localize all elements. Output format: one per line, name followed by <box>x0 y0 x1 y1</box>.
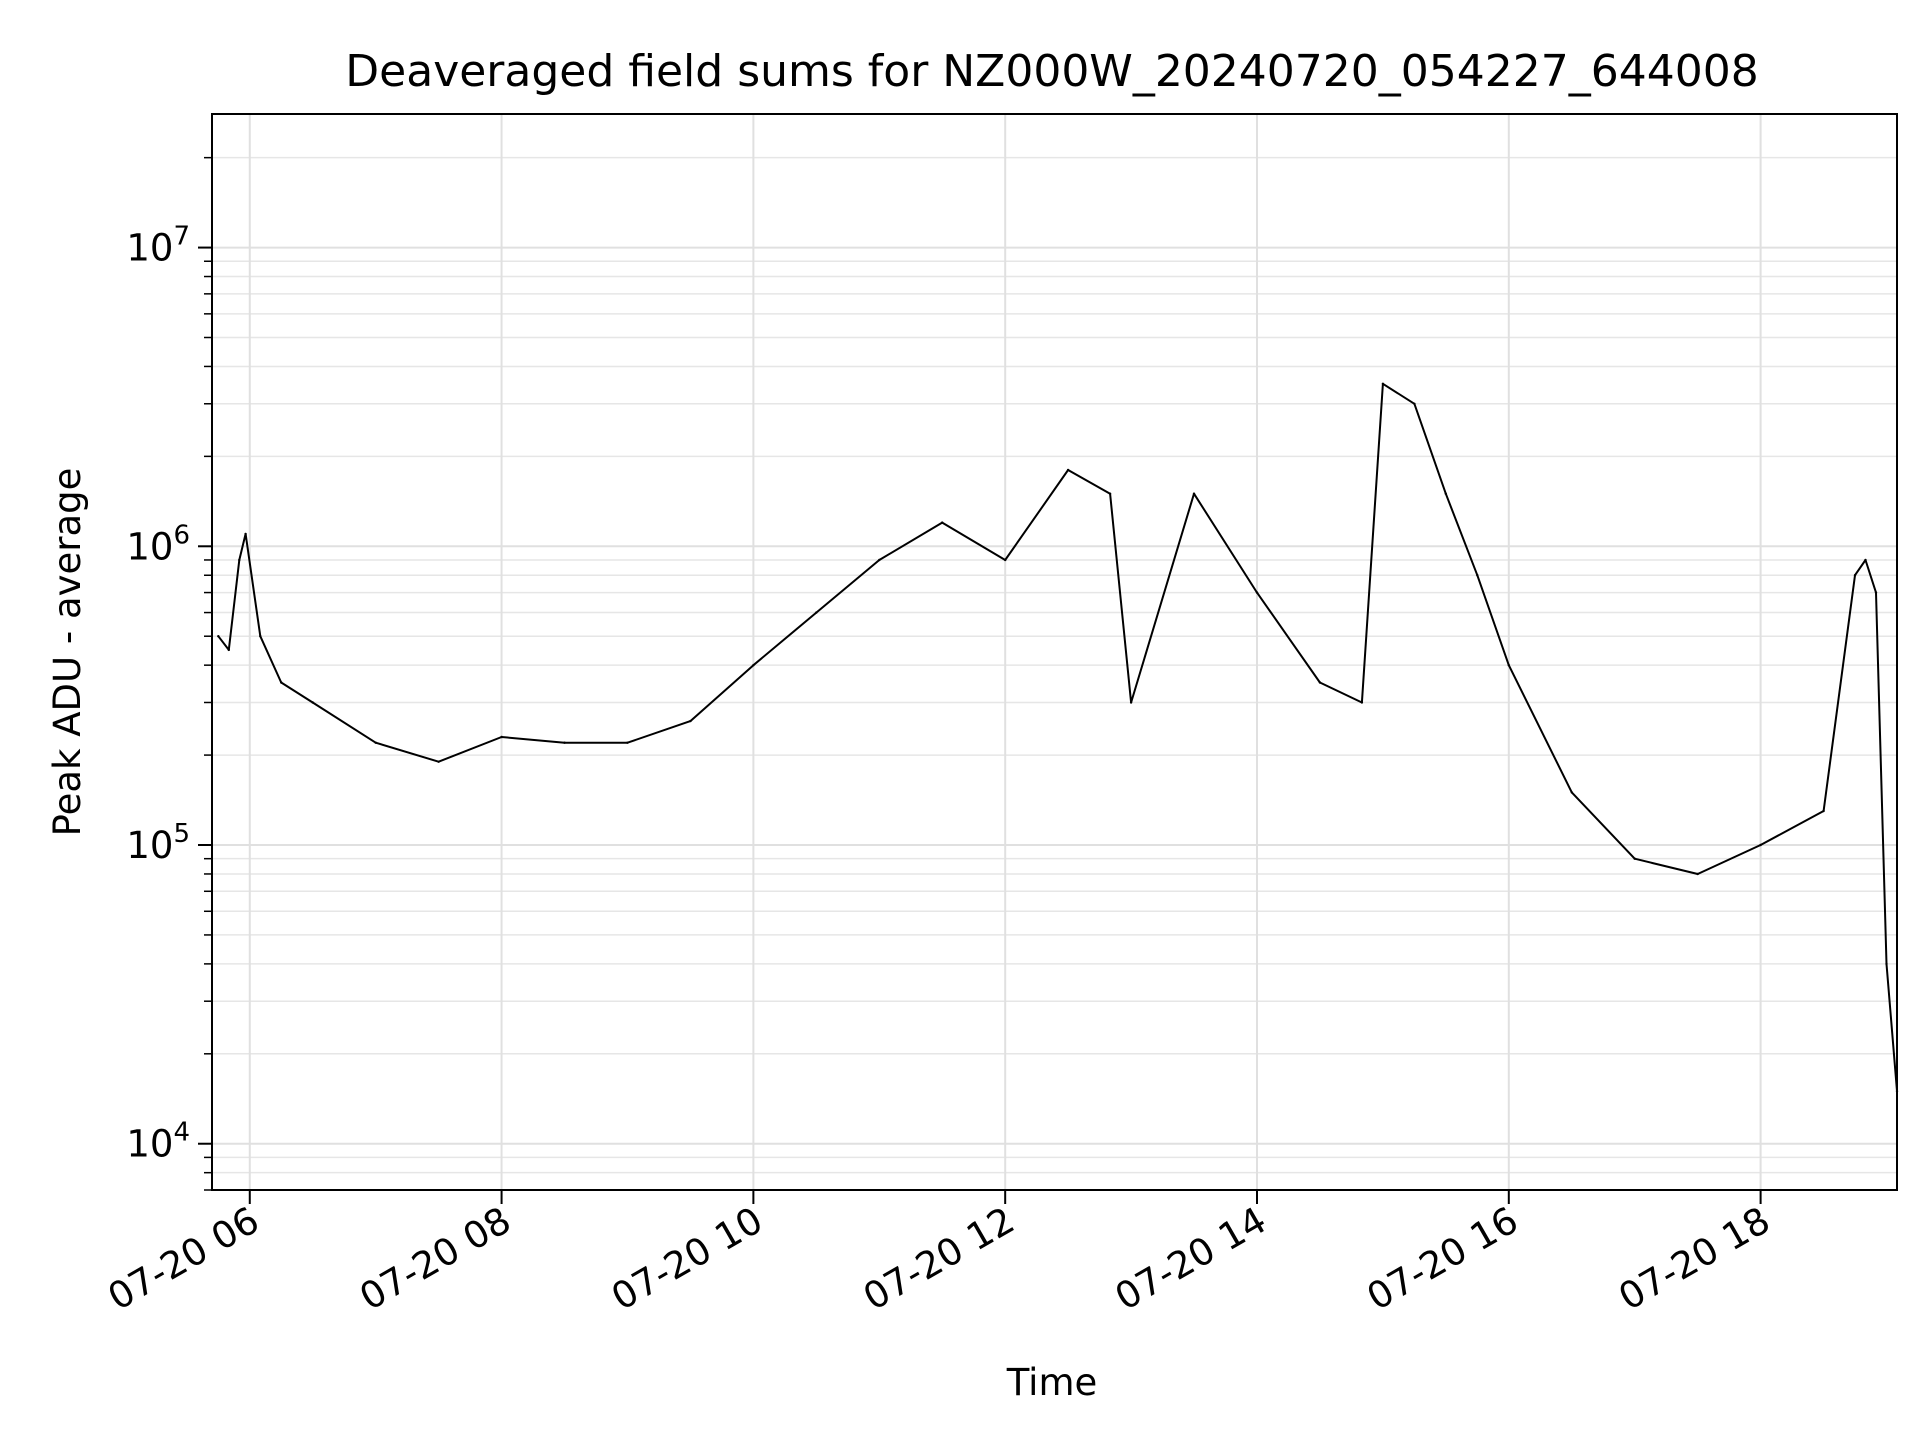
y-tick-label: 107 <box>126 222 190 270</box>
y-tick-label: 105 <box>126 819 190 867</box>
data-point <box>280 681 283 684</box>
data-point <box>1413 402 1416 405</box>
data-point <box>1759 843 1762 847</box>
data-point <box>1381 382 1385 385</box>
data-point <box>1255 591 1259 594</box>
data-point <box>1476 574 1479 577</box>
y-axis-label: Peak ADU - average <box>46 468 89 837</box>
data-point <box>1004 558 1007 562</box>
x-tick-label: 07-20 16 <box>1360 1199 1526 1319</box>
minor-gridlines <box>212 156 1897 1191</box>
data-point <box>1874 591 1878 594</box>
y-tick-label: 104 <box>126 1118 190 1166</box>
data-point <box>1864 558 1867 562</box>
data-point <box>437 760 440 763</box>
plot-frame <box>211 113 1898 1191</box>
data-point <box>1066 468 1070 472</box>
data-point <box>1129 701 1133 704</box>
series-layer <box>217 382 1899 1093</box>
data-point <box>1360 701 1364 704</box>
y-tick-label: 106 <box>126 520 190 568</box>
data-point <box>815 611 818 614</box>
data-point <box>244 532 247 536</box>
data-point <box>259 635 262 638</box>
data-point <box>689 719 692 723</box>
data-point <box>1318 681 1322 684</box>
x-tick-label: 07-20 06 <box>101 1199 267 1319</box>
data-point <box>1507 664 1511 667</box>
data-point <box>941 521 944 524</box>
data-point <box>227 648 230 652</box>
data-point <box>752 664 755 667</box>
data-point <box>217 635 220 638</box>
x-tick-label: 07-20 14 <box>1108 1199 1274 1319</box>
data-point <box>311 701 314 704</box>
data-point <box>878 558 881 562</box>
x-tick-label: 07-20 08 <box>353 1199 519 1319</box>
data-point <box>374 741 377 744</box>
data-point <box>563 741 566 744</box>
data-point <box>1192 492 1196 495</box>
data-point <box>1696 872 1699 876</box>
data-point <box>1633 857 1636 860</box>
x-axis-label: Time <box>1006 1361 1098 1404</box>
x-tick-label: 07-20 10 <box>604 1199 770 1319</box>
data-point <box>1853 574 1857 577</box>
data-point <box>500 735 503 739</box>
data-point <box>1822 809 1825 813</box>
x-tick-label: 07-20 18 <box>1612 1199 1778 1319</box>
major-gridlines <box>212 114 1897 1190</box>
x-tick-label: 07-20 12 <box>856 1199 1022 1319</box>
data-point <box>1108 492 1112 495</box>
data-point <box>1444 492 1448 495</box>
data-point <box>1570 791 1574 794</box>
data-point <box>626 741 629 744</box>
data-point <box>238 558 241 562</box>
series-line <box>217 382 1898 1092</box>
axis-ticks: 104 105 106 107 07-20 06 07-20 08 07-20 10 07-2… <box>101 156 1778 1319</box>
chart-title: Deaveraged field sums for NZ000W_2024072… <box>345 46 1758 97</box>
data-point <box>1885 962 1888 966</box>
